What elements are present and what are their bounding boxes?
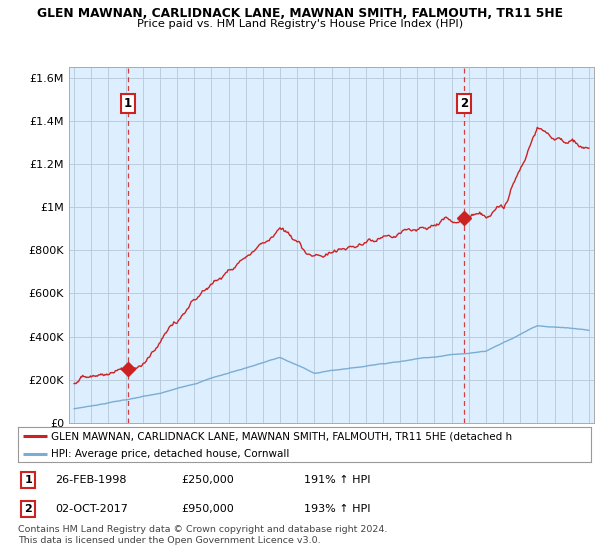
Text: 02-OCT-2017: 02-OCT-2017: [55, 503, 128, 514]
Text: 1: 1: [124, 97, 132, 110]
Text: Price paid vs. HM Land Registry's House Price Index (HPI): Price paid vs. HM Land Registry's House …: [137, 19, 463, 29]
Text: This data is licensed under the Open Government Licence v3.0.: This data is licensed under the Open Gov…: [18, 536, 320, 545]
Text: £250,000: £250,000: [181, 475, 234, 484]
Text: 2: 2: [460, 97, 469, 110]
Text: Contains HM Land Registry data © Crown copyright and database right 2024.: Contains HM Land Registry data © Crown c…: [18, 525, 388, 534]
Text: 191% ↑ HPI: 191% ↑ HPI: [305, 475, 371, 484]
Text: 26-FEB-1998: 26-FEB-1998: [55, 475, 127, 484]
Text: GLEN MAWNAN, CARLIDNACK LANE, MAWNAN SMITH, FALMOUTH, TR11 5HE: GLEN MAWNAN, CARLIDNACK LANE, MAWNAN SMI…: [37, 7, 563, 20]
Text: HPI: Average price, detached house, Cornwall: HPI: Average price, detached house, Corn…: [50, 449, 289, 459]
Text: £950,000: £950,000: [181, 503, 234, 514]
Text: 2: 2: [25, 503, 32, 514]
Text: GLEN MAWNAN, CARLIDNACK LANE, MAWNAN SMITH, FALMOUTH, TR11 5HE (detached h: GLEN MAWNAN, CARLIDNACK LANE, MAWNAN SMI…: [50, 431, 512, 441]
Text: 1: 1: [25, 475, 32, 484]
Text: 193% ↑ HPI: 193% ↑ HPI: [305, 503, 371, 514]
